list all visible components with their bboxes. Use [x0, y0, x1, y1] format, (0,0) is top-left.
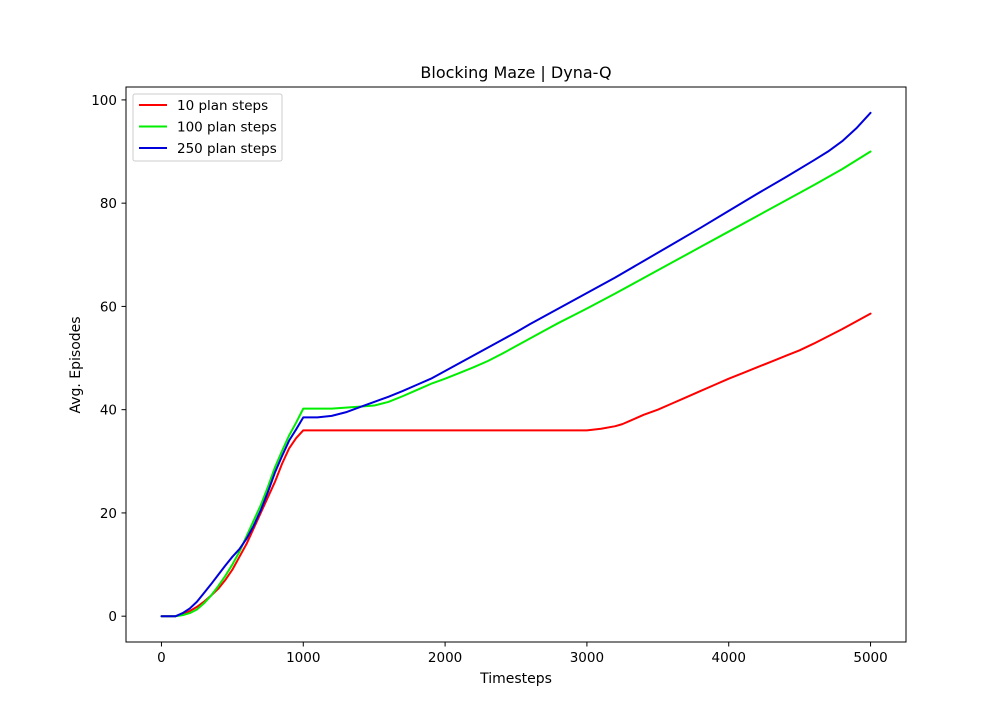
x-axis-title: Timesteps	[479, 671, 552, 687]
legend: 10 plan steps 100 plan steps 250 plan step…	[132, 93, 283, 162]
y-tick-label: 100	[91, 93, 117, 109]
y-tick-label: 60	[100, 299, 117, 315]
x-tick-label: 1000	[286, 650, 320, 666]
series-line-1	[160, 312, 872, 618]
y-tick-label: 0	[108, 609, 117, 625]
legend-label: 100 plan steps	[177, 120, 277, 136]
legend-label: 250 plan steps	[177, 141, 277, 157]
legend-label: 10 plan steps	[177, 98, 268, 114]
y-tick-label: 20	[100, 506, 117, 522]
plot-area-frame	[125, 86, 907, 643]
x-tick-label: 0	[157, 650, 166, 666]
x-tick-label: 5000	[853, 650, 887, 666]
series-line-2	[160, 150, 872, 618]
legend-box	[132, 93, 283, 162]
chart-title: Blocking Maze | Dyna-Q	[420, 63, 611, 82]
y-tick-label: 40	[100, 403, 117, 419]
series-layer	[160, 111, 872, 618]
x-tick-label: 2000	[428, 650, 462, 666]
y-tick-label: 80	[100, 196, 117, 212]
x-tick-label: 4000	[712, 650, 746, 666]
y-axis-title: Avg. Episodes	[68, 316, 84, 413]
x-axis: 0 1000 2000 3000 4000 5000	[157, 642, 888, 666]
y-axis: 0 20 40 60 80 100	[91, 93, 126, 625]
x-tick-label: 3000	[570, 650, 604, 666]
series-line-3	[160, 111, 872, 618]
